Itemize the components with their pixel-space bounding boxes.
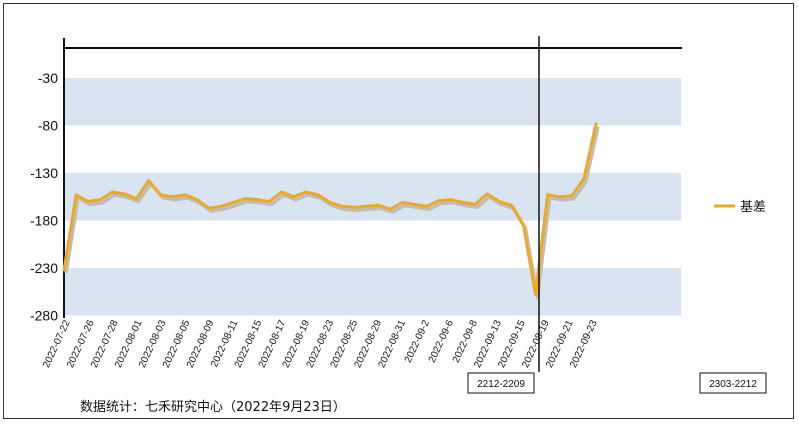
- annotation-label-2303-2212: 2303-2212: [709, 379, 757, 390]
- series-points: [62, 122, 598, 296]
- data-point: [74, 193, 78, 197]
- grid-band: [64, 78, 681, 126]
- data-point: [304, 190, 308, 194]
- data-point: [546, 193, 550, 197]
- y-tick-label: -80: [38, 118, 58, 134]
- data-point: [582, 177, 586, 181]
- data-point: [328, 201, 332, 204]
- y-tick-label: -30: [38, 70, 58, 86]
- y-tick-label: -230: [30, 260, 58, 276]
- data-point: [171, 195, 175, 199]
- data-point: [570, 194, 574, 198]
- data-point: [473, 202, 477, 206]
- data-point: [364, 204, 368, 208]
- data-point: [268, 200, 271, 203]
- y-tick-label: -130: [30, 165, 58, 181]
- data-point: [243, 197, 247, 201]
- data-point: [207, 206, 211, 210]
- data-point: [437, 199, 441, 202]
- source-note: 数据统计：七禾研究中心（2022年9月23日）: [80, 400, 346, 415]
- data-point: [256, 198, 259, 202]
- grid-band: [64, 173, 681, 221]
- grid-bands: [64, 78, 681, 316]
- data-point: [340, 204, 344, 208]
- data-point: [352, 205, 356, 209]
- data-point: [497, 200, 501, 203]
- data-point: [401, 201, 404, 204]
- data-point: [485, 192, 489, 196]
- annotation-box-2303-2212: 2303-2212: [699, 372, 767, 394]
- data-point: [135, 197, 138, 201]
- data-point: [159, 193, 163, 197]
- y-axis-ticks: -30 -80 -130 -180 -230 -280: [30, 70, 58, 324]
- data-point: [86, 200, 90, 203]
- data-point: [449, 198, 453, 202]
- data-point: [231, 201, 235, 204]
- data-point: [219, 204, 223, 208]
- y-tick-label: -180: [30, 213, 58, 229]
- data-point: [389, 207, 392, 211]
- data-point: [534, 293, 537, 296]
- data-point: [522, 223, 525, 227]
- data-point: [280, 190, 284, 194]
- chart-frame: [3, 3, 794, 419]
- annotation-label-2212-2209: 2212-2209: [477, 379, 525, 390]
- data-point: [110, 190, 114, 194]
- data-point: [123, 192, 126, 196]
- data-point: [425, 204, 429, 208]
- data-point: [292, 195, 296, 199]
- x-axis-ticks: 2022-07-222022-07-262022-07-282022-08-01…: [41, 318, 600, 369]
- data-point: [62, 268, 66, 272]
- data-point: [509, 203, 513, 207]
- legend-label: 基差: [740, 199, 766, 214]
- legend: 基差: [714, 199, 766, 214]
- data-point: [195, 198, 199, 202]
- data-point: [461, 201, 465, 204]
- data-point: [558, 195, 562, 199]
- data-point: [147, 179, 151, 183]
- data-point: [183, 193, 187, 197]
- data-point: [376, 203, 380, 207]
- grid-band: [64, 268, 681, 316]
- annotation-box-2212-2209: 2212-2209: [467, 372, 535, 394]
- data-point: [98, 198, 102, 202]
- data-point: [594, 122, 598, 125]
- y-tick-label: -280: [30, 308, 58, 324]
- data-point: [316, 193, 320, 197]
- data-point: [413, 202, 417, 206]
